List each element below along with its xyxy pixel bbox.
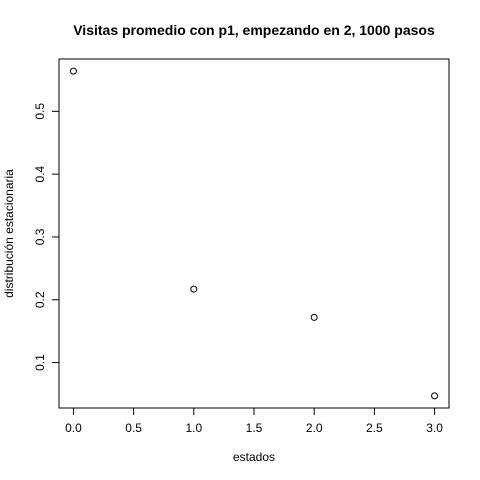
x-tick-label: 3.0	[426, 421, 443, 435]
x-tick-label: 2.0	[306, 421, 323, 435]
y-tick-label: 0.3	[33, 228, 47, 245]
x-tick-label: 1.5	[246, 421, 263, 435]
y-axis-label: distribución estacionaria	[2, 169, 16, 298]
y-tick-label: 0.4	[33, 165, 47, 182]
y-tick-label: 0.5	[33, 103, 47, 120]
chart-title: Visitas promedio con p1, empezando en 2,…	[73, 22, 435, 38]
x-tick-label: 1.0	[185, 421, 202, 435]
x-tick-label: 0.5	[125, 421, 142, 435]
y-tick-label: 0.2	[33, 291, 47, 308]
x-tick-label: 0.0	[65, 421, 82, 435]
y-tick-label: 0.1	[33, 354, 47, 371]
x-axis-label: estados	[233, 450, 275, 464]
x-tick-label: 2.5	[366, 421, 383, 435]
